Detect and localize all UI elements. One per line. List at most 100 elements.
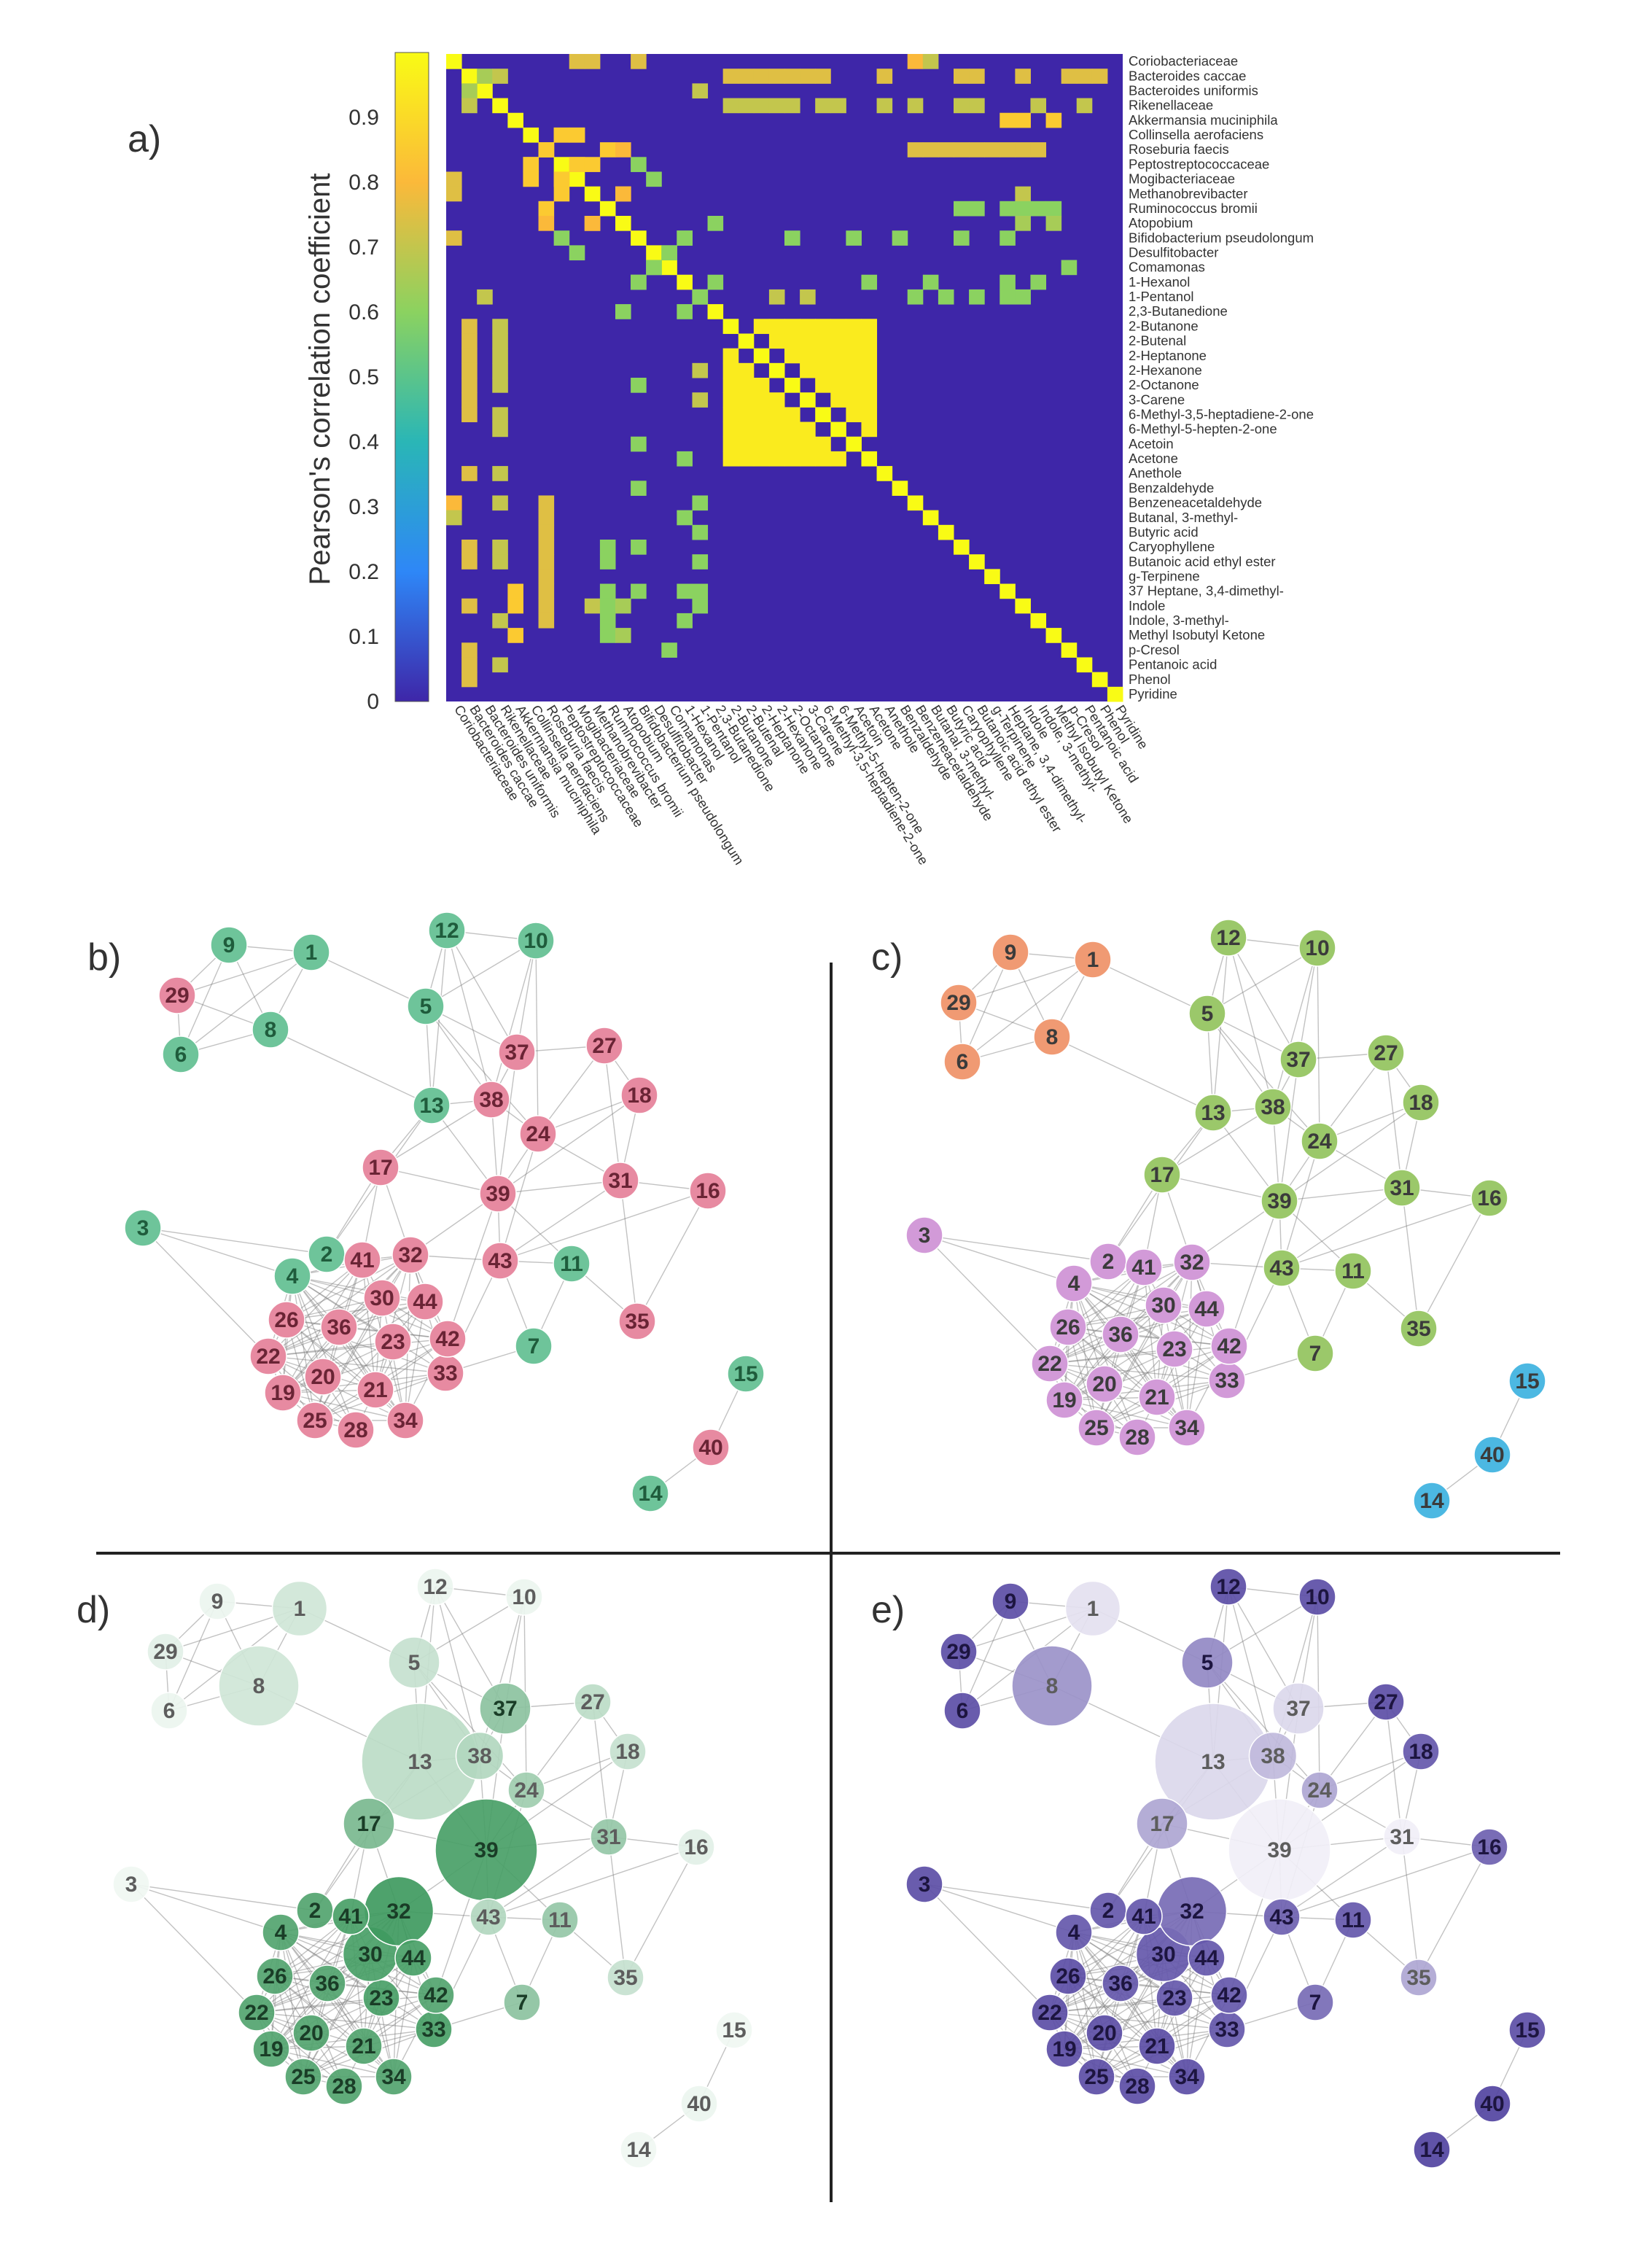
network-node-29 [158,976,196,1014]
network-node-11 [1334,1252,1372,1290]
network-node-label: 42 [1217,1983,1241,2007]
heatmap-row-label: 2-Butanone [1129,318,1199,333]
network-node-label: 4 [275,1921,287,1945]
heatmap-cell [584,216,601,231]
heatmap-cell [784,319,800,334]
heatmap-row-label: Phenol [1129,672,1171,687]
heatmap-cell [784,348,800,364]
network-edge [1064,1305,1164,1401]
heatmap-cell [784,451,800,467]
heatmap-cell [846,333,862,349]
network-node-label: 26 [274,1308,298,1332]
heatmap-cell [631,230,647,246]
network-node-17 [362,1148,400,1186]
heatmap-cell [892,481,908,496]
network-node-label: 9 [1005,941,1017,965]
network-node-23 [374,1323,412,1361]
network-node-label: 4 [287,1264,299,1288]
colorbar-tick-label: 0.5 [348,365,379,389]
network-edge [1156,1262,1193,1398]
heatmap-cell [677,583,693,599]
network-node-label: 40 [1480,2092,1504,2116]
heatmap-cell [584,186,601,202]
heatmap-row-label: Benzeneacetaldehyde [1129,495,1262,510]
network-edge [292,1275,446,1374]
network-edge [446,930,492,1100]
heatmap-cell [446,230,462,246]
network-node-label: 28 [1125,2075,1149,2099]
network-node-label: 8 [1046,1025,1059,1049]
network-edge [268,1356,446,1374]
heatmap-cell [753,421,770,438]
heatmap-cell [722,319,739,334]
network-edge [1281,1836,1403,1918]
heatmap-cell [492,362,508,378]
network-edge [924,1884,1109,1911]
heatmap-cell [1030,274,1047,290]
heatmap-cell [461,672,478,688]
heatmap-cell [477,289,493,305]
network-node-label: 43 [476,1905,500,1929]
heatmap-cell [661,245,677,261]
network-edge [425,1006,492,1100]
heatmap-cell [922,274,939,290]
network-node-label: 11 [560,1252,583,1276]
network-node-20 [1086,2014,1123,2052]
network-node-32 [391,1236,429,1274]
heatmap-cell [954,98,970,114]
heatmap-cell [784,230,800,246]
heatmap-cell [753,436,770,452]
network-edge [286,1319,448,1340]
network-edge [1067,1326,1230,1347]
network-edge [1096,1957,1207,2077]
network-node-28 [1118,2067,1156,2105]
network-node-30 [363,1279,401,1317]
network-node-3 [905,1865,943,1903]
heatmap-cell [1045,628,1062,643]
network-node-label: 39 [1267,1189,1291,1213]
heatmap-cell [969,554,985,570]
network-node-label: 29 [165,984,189,1008]
heatmap-cell [1030,201,1047,217]
heatmap-cell [631,157,647,172]
network-node-32 [1173,1243,1211,1281]
network-node-label: 32 [386,1900,410,1924]
network-node-label: 42 [424,1983,448,2007]
network-edge [1298,947,1318,1060]
network-node-10 [505,1578,543,1616]
heatmap-cell [1000,142,1016,158]
network-node-label: 12 [1216,1575,1240,1599]
network-node-label: 25 [303,1409,327,1433]
network-edge [1067,1975,1230,1996]
heatmap-cell [815,69,831,84]
network-node-39 [1261,1182,1298,1220]
heatmap-cell [477,69,493,84]
colorbar-tick-label: 0.3 [348,495,379,519]
network-edge [311,952,426,1007]
heatmap-cell [1015,216,1031,231]
heatmap-cell [461,69,478,84]
heatmap-cell [538,142,555,158]
heatmap-cell [1061,642,1078,658]
heatmap-cell [768,289,785,305]
network-edge [1096,1305,1164,1428]
heatmap-cell [553,127,570,143]
heatmap-cell [876,69,893,84]
heatmap-cell [753,319,770,334]
network-node-label: 3 [137,1216,149,1240]
network-node-label: 10 [1305,1585,1329,1609]
network-node-label: 33 [1215,2018,1239,2042]
network-node-10 [517,922,555,960]
network-node-11 [553,1245,591,1283]
colorbar-tick-label: 0.1 [348,625,379,649]
heatmap-cell [492,657,508,673]
network-node-label: 29 [153,1640,177,1664]
heatmap-cell [1015,142,1031,158]
heatmap-row-label: Pyridine [1129,686,1177,701]
network-edge [130,1884,316,1911]
heatmap-cell [768,421,785,438]
network-edge [1401,1187,1419,1329]
network-node-6 [943,1043,981,1081]
network-node-18 [1402,1733,1440,1770]
